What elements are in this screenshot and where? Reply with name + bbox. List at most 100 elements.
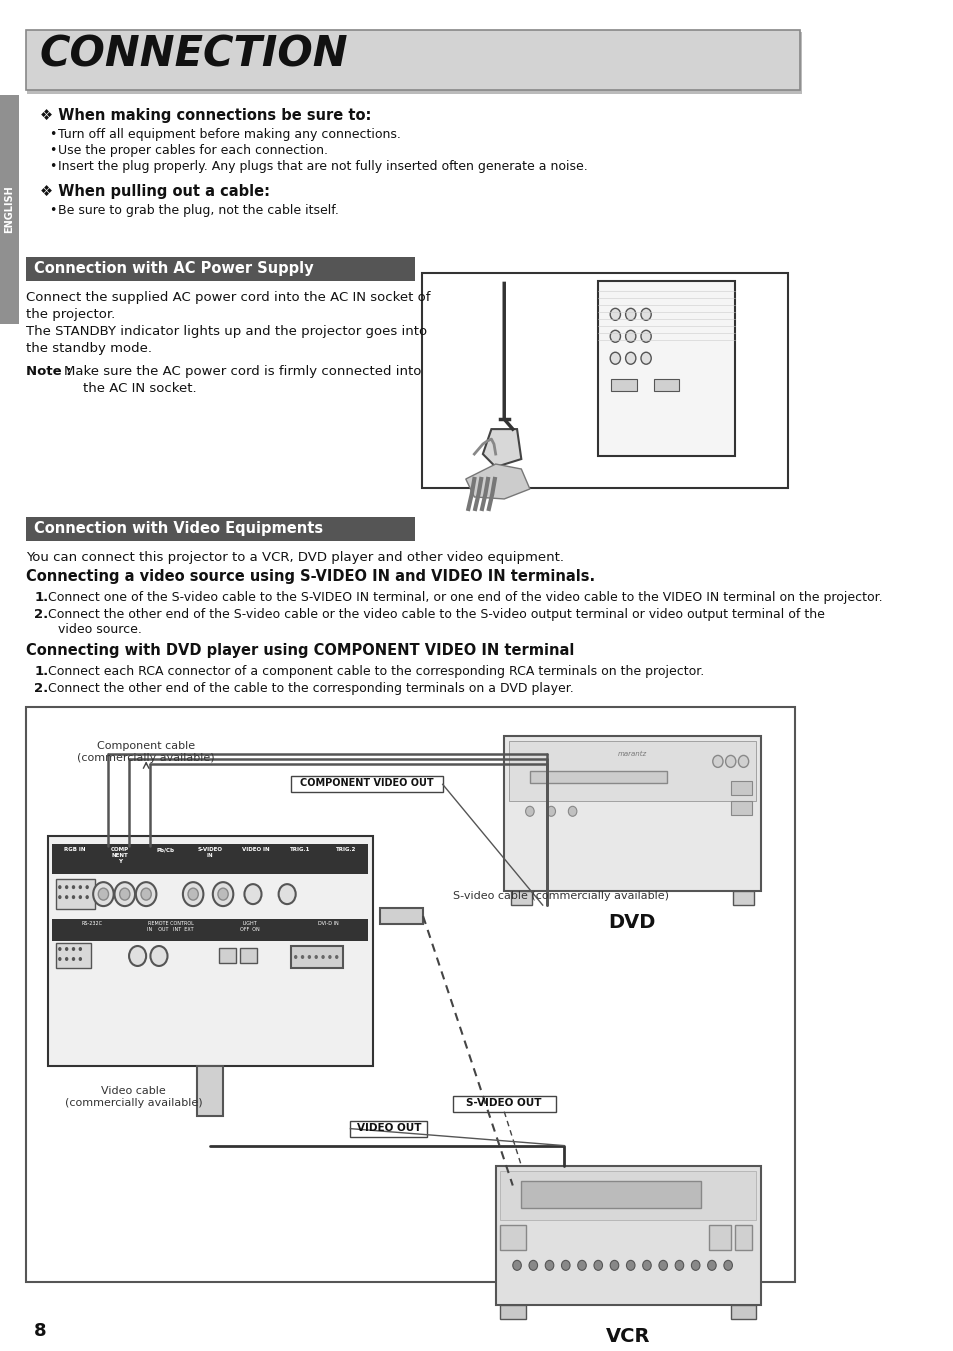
Bar [653, 380, 679, 392]
Circle shape [129, 946, 146, 966]
Bar [504, 736, 760, 892]
Text: Connect each RCA connector of a component cable to the corresponding RCA termina: Connect each RCA connector of a componen… [48, 665, 703, 678]
Text: VCR: VCR [605, 1327, 650, 1346]
Circle shape [58, 947, 62, 951]
Text: (commercially available): (commercially available) [65, 1098, 202, 1108]
Text: TRIG.2: TRIG.2 [335, 847, 355, 852]
Circle shape [71, 885, 75, 889]
Bar [422, 273, 787, 488]
Bar [734, 1225, 751, 1251]
Circle shape [119, 888, 130, 900]
Text: 1.: 1. [34, 665, 49, 678]
Circle shape [328, 955, 332, 959]
Text: Connect one of the S-video cable to the S-VIDEO IN terminal, or one end of the v: Connect one of the S-video cable to the … [48, 590, 882, 604]
Text: Insert the plug properly. Any plugs that are not fully inserted often generate a: Insert the plug properly. Any plugs that… [58, 159, 587, 173]
Bar [730, 801, 751, 815]
Circle shape [98, 888, 109, 900]
Text: Connecting with DVD player using COMPONENT VIDEO IN terminal: Connecting with DVD player using COMPONE… [26, 643, 574, 658]
Circle shape [610, 1260, 618, 1270]
Text: Connect the supplied AC power cord into the AC IN socket of: Connect the supplied AC power cord into … [26, 292, 430, 304]
Text: 8: 8 [34, 1323, 47, 1340]
Text: the standby mode.: the standby mode. [26, 342, 152, 355]
Circle shape [86, 896, 89, 900]
Text: •: • [50, 143, 57, 157]
Bar [511, 892, 531, 905]
Circle shape [135, 882, 156, 907]
Text: Pb/Cb: Pb/Cb [156, 847, 173, 852]
Circle shape [578, 1260, 586, 1270]
Text: RGB IN: RGB IN [64, 847, 86, 852]
Bar [26, 30, 800, 89]
Circle shape [71, 947, 75, 951]
Text: DVD: DVD [608, 913, 656, 932]
Text: ENGLISH: ENGLISH [5, 185, 14, 234]
Text: You can connect this projector to a VCR, DVD player and other video equipment.: You can connect this projector to a VCR,… [26, 551, 563, 563]
Circle shape [78, 947, 82, 951]
Text: •: • [50, 128, 57, 141]
Text: Connection with Video Equipments: Connection with Video Equipments [34, 521, 323, 536]
Text: S-VIDEO OUT: S-VIDEO OUT [466, 1098, 541, 1108]
Circle shape [568, 807, 577, 816]
Circle shape [86, 885, 89, 889]
Text: COMPONENT VIDEO OUT: COMPONENT VIDEO OUT [299, 778, 433, 789]
Circle shape [65, 885, 69, 889]
Circle shape [58, 957, 62, 961]
Circle shape [71, 957, 75, 961]
Text: DVI-D IN: DVI-D IN [318, 921, 339, 925]
Circle shape [151, 946, 168, 966]
Text: Make sure the AC power cord is firmly connected into: Make sure the AC power cord is firmly co… [64, 365, 421, 378]
Circle shape [625, 308, 636, 320]
Text: the AC IN socket.: the AC IN socket. [83, 382, 196, 396]
Circle shape [71, 896, 75, 900]
Text: •: • [50, 159, 57, 173]
Circle shape [78, 896, 82, 900]
Text: CONNECTION: CONNECTION [39, 34, 348, 76]
Circle shape [278, 884, 295, 904]
Bar [611, 380, 636, 392]
Circle shape [513, 1260, 520, 1270]
Bar [56, 880, 94, 909]
Text: the projector.: the projector. [26, 308, 114, 322]
Text: Connection with AC Power Supply: Connection with AC Power Supply [34, 262, 314, 277]
Text: S-video cable (commercially available): S-video cable (commercially available) [453, 892, 668, 901]
Bar [218, 948, 235, 963]
Text: Connect the other end of the cable to the corresponding terminals on a DVD playe: Connect the other end of the cable to th… [48, 681, 573, 694]
Bar [26, 258, 415, 281]
Circle shape [294, 955, 297, 959]
Circle shape [93, 882, 113, 907]
Text: •: • [50, 204, 57, 216]
Circle shape [610, 330, 619, 342]
Bar [291, 946, 342, 967]
Circle shape [610, 308, 619, 320]
Text: 1.: 1. [34, 590, 49, 604]
Text: Connect the other end of the S-video cable or the video cable to the S-video out: Connect the other end of the S-video cab… [48, 608, 824, 620]
Text: TRIG.1: TRIG.1 [290, 847, 311, 852]
Text: Connecting a video source using S-VIDEO IN and VIDEO IN terminals.: Connecting a video source using S-VIDEO … [26, 569, 594, 584]
Circle shape [213, 882, 233, 907]
Bar [197, 1066, 223, 1116]
Bar [709, 1225, 730, 1251]
Bar [26, 707, 794, 1282]
Circle shape [561, 1260, 570, 1270]
Bar [0, 95, 19, 324]
Bar [499, 1305, 525, 1319]
Bar [730, 781, 751, 796]
Circle shape [244, 884, 261, 904]
Text: marantz: marantz [618, 751, 646, 758]
Circle shape [546, 807, 555, 816]
Bar [733, 892, 753, 905]
Text: COMP
NENT
Y: COMP NENT Y [111, 847, 129, 863]
Bar [730, 1305, 756, 1319]
Polygon shape [465, 463, 529, 499]
Bar [453, 1096, 555, 1112]
Text: VIDEO IN: VIDEO IN [241, 847, 269, 852]
Circle shape [300, 955, 304, 959]
Text: LIGHT
OFF  ON: LIGHT OFF ON [239, 921, 259, 932]
Circle shape [594, 1260, 602, 1270]
Circle shape [738, 755, 748, 767]
Bar [28, 32, 801, 93]
Circle shape [188, 888, 198, 900]
Text: 2.: 2. [34, 681, 49, 694]
Bar [26, 517, 415, 540]
Circle shape [308, 955, 311, 959]
